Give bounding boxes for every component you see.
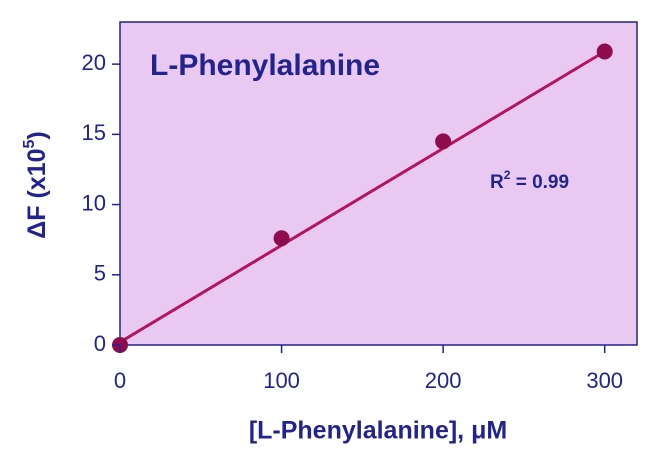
fit-line bbox=[119, 50, 606, 344]
x-axis-label: [L-Phenylalanine], μM bbox=[249, 417, 507, 445]
annotation-suffix: = 0.99 bbox=[510, 172, 569, 193]
y-axis-label-text: ΔF (x10 bbox=[23, 149, 51, 239]
annotation: R2 = 0.99 bbox=[490, 168, 569, 193]
data-point bbox=[435, 133, 452, 150]
x-tick-label: 0 bbox=[114, 368, 126, 393]
y-axis-label-suffix: ) bbox=[23, 131, 51, 139]
y-tick-label: 15 bbox=[82, 120, 106, 145]
y-tick-label: 5 bbox=[94, 261, 106, 286]
x-tick-label: 300 bbox=[586, 368, 623, 393]
y-tick-label: 10 bbox=[82, 190, 106, 215]
chart-title: L-Phenylalanine bbox=[150, 49, 380, 82]
data-point bbox=[596, 43, 613, 60]
y-tick-label: 20 bbox=[82, 50, 106, 75]
y-axis-label: ΔF (x105) bbox=[21, 131, 51, 238]
y-axis-label-exponent: 5 bbox=[21, 140, 38, 149]
annotation-text: R bbox=[490, 172, 504, 193]
data-point bbox=[273, 230, 290, 247]
x-tick-label: 200 bbox=[425, 368, 462, 393]
y-tick-label: 0 bbox=[94, 331, 106, 356]
x-tick-label: 100 bbox=[263, 368, 300, 393]
annotation-exponent: 2 bbox=[504, 168, 511, 182]
